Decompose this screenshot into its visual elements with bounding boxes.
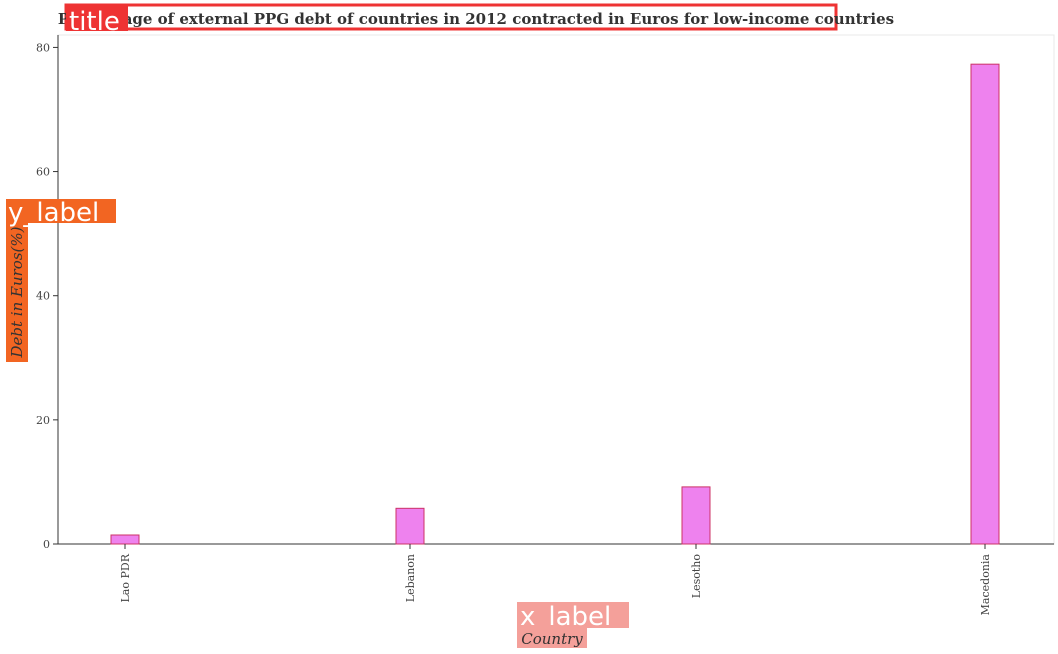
bar-macedonia: [970, 63, 1000, 545]
bars: [110, 63, 1000, 545]
title-tag-bg: [66, 5, 128, 31]
x-axis-label: Country: [521, 630, 583, 648]
bar-lesotho: [681, 486, 711, 545]
y-tick-label: 60: [36, 166, 50, 179]
bar-lebanon: [395, 507, 425, 545]
y-tick-label: 40: [36, 290, 50, 303]
plot-area: [57, 34, 1055, 545]
title-tag: title: [69, 7, 120, 37]
y-tick-label: 0: [43, 538, 50, 551]
x-tick-label: Lao PDR: [119, 553, 132, 602]
ylabel-tag-bg: [6, 199, 116, 223]
xlabel-annotation-bg: [517, 628, 587, 648]
y-tick-label: 80: [36, 41, 50, 54]
ylabel-tag: y_label: [8, 198, 99, 228]
xlabel-tag: x_label: [520, 602, 611, 632]
y-tick-label: 20: [36, 414, 50, 427]
chart-title: Percentage of external PPG debt of count…: [58, 10, 894, 28]
x-tick-label: Macedonia: [979, 554, 992, 616]
x-tick-label: Lebanon: [404, 554, 417, 602]
x-tick-label: Lesotho: [690, 554, 703, 599]
x-ticks: Lao PDR Lebanon Lesotho Macedonia: [119, 544, 992, 615]
ylabel-annotation-bg: [6, 222, 28, 362]
y-ticks: 0 20 40 60 80: [36, 41, 58, 551]
xlabel-tag-bg: [517, 602, 629, 628]
y-axis-label: Debt in Euros(%): [8, 226, 26, 358]
bar-lao-pdr: [110, 534, 140, 545]
